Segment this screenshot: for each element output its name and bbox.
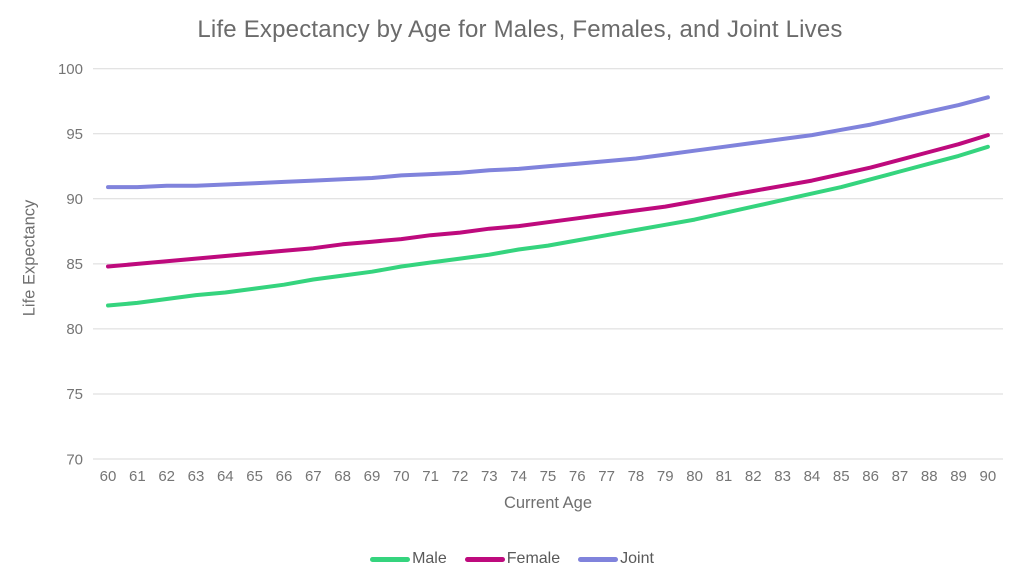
x-tick-label: 76 <box>569 468 586 485</box>
x-tick-label: 65 <box>246 468 263 485</box>
x-tick-label: 72 <box>452 468 469 485</box>
y-tick-label: 95 <box>66 126 83 143</box>
x-tick-label: 90 <box>980 468 997 485</box>
x-tick-label: 80 <box>686 468 703 485</box>
legend-item-female: Female <box>464 550 561 568</box>
legend-label: Joint <box>620 550 654 567</box>
y-tick-label: 70 <box>66 451 83 468</box>
chart-title: Life Expectancy by Age for Males, Female… <box>197 16 843 43</box>
legend-swatch-female <box>464 556 505 562</box>
x-tick-label: 67 <box>305 468 322 485</box>
x-axis-title: Current Age <box>503 494 593 512</box>
x-tick-label: 61 <box>129 468 146 485</box>
x-tick-label: 86 <box>862 468 879 485</box>
x-tick-label: 62 <box>158 468 175 485</box>
x-tick-label: 79 <box>657 468 674 485</box>
x-tick-label: 68 <box>334 468 351 485</box>
x-tick-label: 69 <box>364 468 381 485</box>
legend-label: Male <box>412 550 447 567</box>
y-tick-label: 75 <box>66 386 83 403</box>
x-tick-label: 85 <box>833 468 850 485</box>
x-tick-label: 74 <box>510 468 527 485</box>
y-axis-title: Life Expectancy <box>20 199 39 317</box>
y-tick-label: 90 <box>66 191 83 208</box>
y-tick-label: 100 <box>58 61 83 78</box>
series-line-joint <box>106 95 990 190</box>
x-tick-label: 83 <box>774 468 791 485</box>
series-line-female <box>106 133 990 269</box>
x-tick-label: 87 <box>892 468 909 485</box>
x-tick-label: 84 <box>804 468 821 485</box>
x-tick-label: 89 <box>950 468 967 485</box>
x-tick-label: 77 <box>598 468 615 485</box>
x-tick-label: 60 <box>100 468 117 485</box>
y-tick-label: 85 <box>66 256 83 273</box>
legend-item-male: Male <box>370 550 447 568</box>
x-tick-label: 73 <box>481 468 498 485</box>
x-tick-label: 81 <box>716 468 733 485</box>
y-tick-label: 80 <box>66 321 83 338</box>
x-tick-label: 82 <box>745 468 762 485</box>
legend: Male Female Joint <box>0 550 1024 568</box>
x-tick-label: 71 <box>422 468 439 485</box>
x-tick-label: 70 <box>393 468 410 485</box>
x-tick-label: 88 <box>921 468 938 485</box>
x-tick-label: 63 <box>188 468 205 485</box>
x-tick-label: 75 <box>540 468 557 485</box>
x-tick-label: 64 <box>217 468 234 485</box>
legend-swatch-male <box>370 556 411 562</box>
legend-label: Female <box>506 550 561 567</box>
legend-swatch-joint <box>578 556 619 562</box>
x-tick-label: 78 <box>628 468 645 485</box>
legend-item-joint: Joint <box>578 550 654 568</box>
x-tick-label: 66 <box>276 468 293 485</box>
series-line-male <box>106 144 990 308</box>
